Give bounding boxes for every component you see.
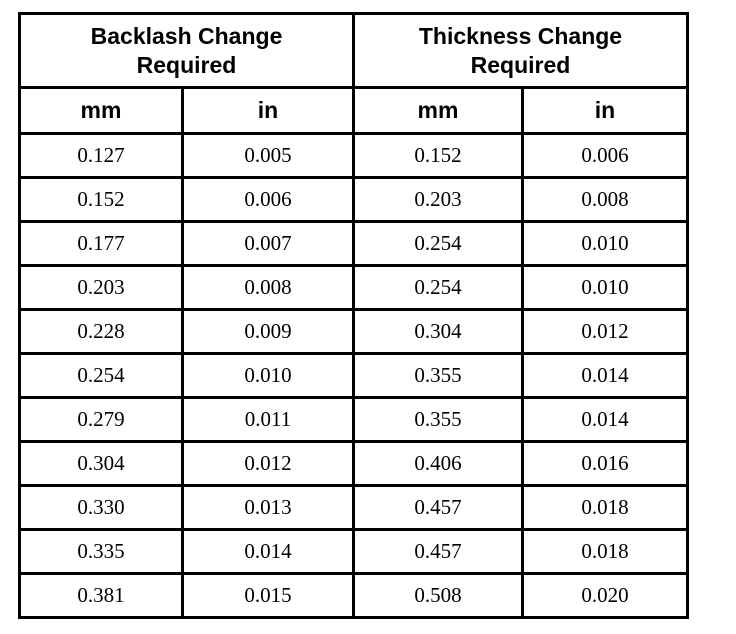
table-cell: 0.018 [521,484,689,531]
table-cell: 0.279 [18,396,184,443]
table-row: 0.228 0.009 0.304 0.012 [18,308,689,355]
table-cell: 0.011 [181,396,355,443]
table-cell: 0.457 [352,484,524,531]
column-header-backlash-in: in [181,86,355,135]
unit-header-row: mm in mm in [18,86,689,135]
table-cell: 0.228 [18,308,184,355]
table-row: 0.279 0.011 0.355 0.014 [18,396,689,443]
table-cell: 0.010 [181,352,355,399]
table-cell: 0.177 [18,220,184,267]
table-cell: 0.127 [18,132,184,179]
table-cell: 0.304 [18,440,184,487]
table-cell: 0.014 [181,528,355,575]
table-cell: 0.013 [181,484,355,531]
table-cell: 0.355 [352,396,524,443]
table-cell: 0.012 [181,440,355,487]
table-cell: 0.015 [181,572,355,619]
table-cell: 0.010 [521,220,689,267]
table-cell: 0.203 [18,264,184,311]
table-cell: 0.005 [181,132,355,179]
table-cell: 0.012 [521,308,689,355]
table-row: 0.127 0.005 0.152 0.006 [18,132,689,179]
table-cell: 0.304 [352,308,524,355]
table-cell: 0.152 [18,176,184,223]
table-cell: 0.020 [521,572,689,619]
table-row: 0.254 0.010 0.355 0.014 [18,352,689,399]
table-cell: 0.016 [521,440,689,487]
table-row: 0.304 0.012 0.406 0.016 [18,440,689,487]
table-cell: 0.008 [181,264,355,311]
table-row: 0.381 0.015 0.508 0.020 [18,572,689,619]
table-cell: 0.007 [181,220,355,267]
table-cell: 0.457 [352,528,524,575]
table-cell: 0.018 [521,528,689,575]
table-cell: 0.006 [521,132,689,179]
group-header-backlash: Backlash Change Required [18,12,355,89]
group-header-row: Backlash Change Required Thickness Chang… [18,12,689,89]
table-cell: 0.203 [352,176,524,223]
table-body: 0.127 0.005 0.152 0.006 0.152 0.006 0.203 0.008… [18,132,689,619]
table-row: 0.335 0.014 0.457 0.018 [18,528,689,575]
backlash-thickness-table: Backlash Change Required Thickness Chang… [18,12,689,619]
table-cell: 0.355 [352,352,524,399]
group-header-thickness: Thickness Change Required [352,12,689,89]
table-cell: 0.009 [181,308,355,355]
table-cell: 0.010 [521,264,689,311]
table-row: 0.152 0.006 0.203 0.008 [18,176,689,223]
table-cell: 0.508 [352,572,524,619]
table-head: Backlash Change Required Thickness Chang… [18,12,689,135]
group-header-thickness-label: Thickness Change Required [418,22,623,78]
column-header-backlash-mm: mm [18,86,184,135]
table-cell: 0.330 [18,484,184,531]
table-cell: 0.254 [352,264,524,311]
column-header-thickness-mm: mm [352,86,524,135]
table-cell: 0.335 [18,528,184,575]
table-cell: 0.006 [181,176,355,223]
conversion-table-container: Backlash Change Required Thickness Chang… [18,12,689,619]
group-header-backlash-label: Backlash Change Required [90,22,283,78]
table-row: 0.203 0.008 0.254 0.010 [18,264,689,311]
column-header-thickness-in: in [521,86,689,135]
table-cell: 0.014 [521,352,689,399]
table-cell: 0.406 [352,440,524,487]
table-cell: 0.254 [352,220,524,267]
table-row: 0.330 0.013 0.457 0.018 [18,484,689,531]
table-row: 0.177 0.007 0.254 0.010 [18,220,689,267]
table-cell: 0.008 [521,176,689,223]
table-cell: 0.152 [352,132,524,179]
table-cell: 0.014 [521,396,689,443]
table-cell: 0.381 [18,572,184,619]
table-cell: 0.254 [18,352,184,399]
